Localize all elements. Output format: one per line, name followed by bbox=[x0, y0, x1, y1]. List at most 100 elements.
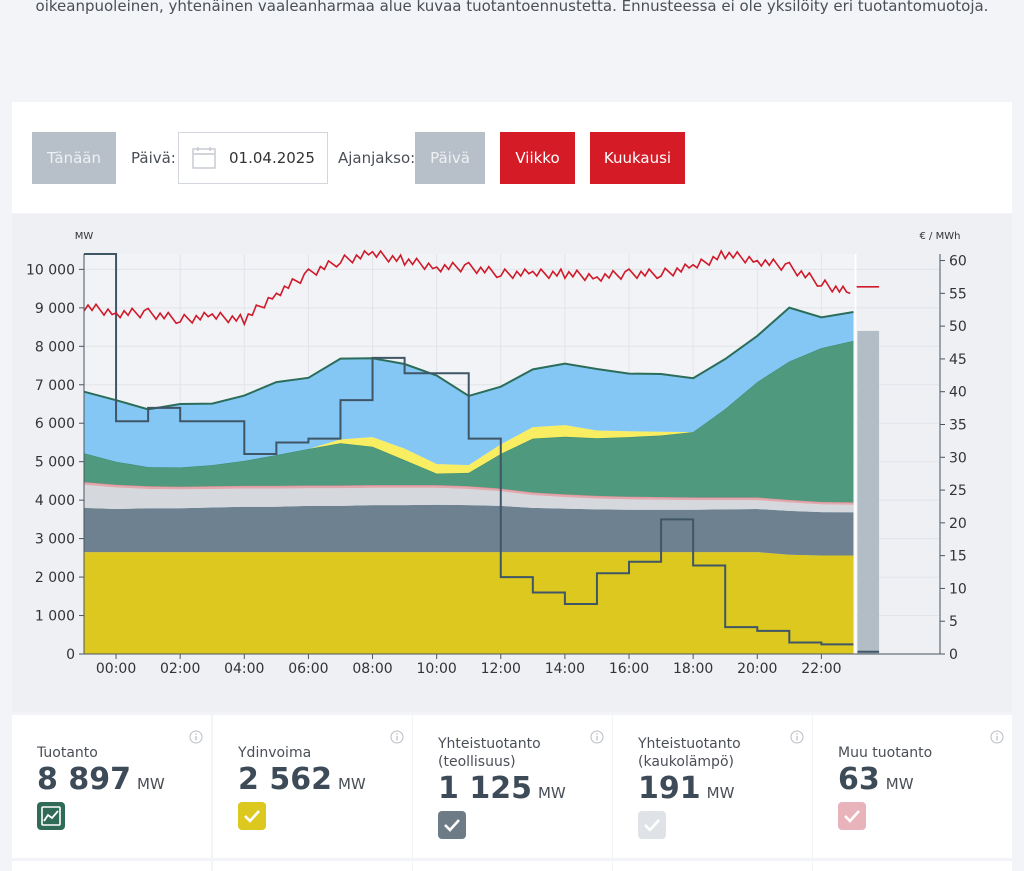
date-picker[interactable] bbox=[178, 132, 328, 184]
info-icon[interactable] bbox=[390, 730, 404, 744]
chart-areas bbox=[83, 306, 854, 654]
card-value: 63 MW bbox=[838, 762, 914, 797]
info-icon[interactable] bbox=[590, 730, 604, 744]
series-toggle-other[interactable] bbox=[838, 802, 866, 830]
forecast-divider bbox=[854, 254, 857, 654]
area-other bbox=[84, 482, 854, 505]
check-icon bbox=[244, 810, 260, 823]
x-tick-label: 10:00 bbox=[416, 661, 456, 677]
info-icon[interactable] bbox=[790, 730, 804, 744]
right-axis-unit: € / MWh bbox=[920, 231, 961, 242]
today-button[interactable]: Tänään bbox=[32, 132, 116, 184]
y-tick-label-right: 60 bbox=[949, 254, 967, 270]
y-tick-label-right: 40 bbox=[949, 385, 967, 401]
card-row-next bbox=[413, 861, 612, 871]
card-unit: MW bbox=[706, 784, 735, 802]
x-tick-label: 06:00 bbox=[288, 661, 328, 677]
production-chart-panel: 0 1 000 2 000 3 000 4 000 5 000 6 000 7 000 8 00… bbox=[12, 214, 1012, 712]
y-tick-label-right: 20 bbox=[949, 516, 967, 532]
y-tick-label-right: 15 bbox=[949, 549, 967, 565]
area-hydro bbox=[84, 307, 854, 468]
card-value: 191 MW bbox=[638, 771, 734, 806]
card-label: Tuotanto bbox=[37, 745, 98, 761]
area-wind bbox=[84, 340, 854, 503]
card-value-number: 63 bbox=[838, 762, 880, 797]
y-tick-label-right: 50 bbox=[949, 319, 967, 335]
card-unit: MW bbox=[537, 784, 566, 802]
area-chp_district bbox=[84, 484, 854, 513]
line-step-series bbox=[84, 253, 854, 646]
y-tick-label-right: 0 bbox=[949, 647, 958, 663]
line-price bbox=[83, 249, 851, 327]
card-row-next bbox=[813, 861, 1012, 871]
y-tick-label-right: 5 bbox=[949, 614, 958, 630]
info-icon[interactable] bbox=[990, 730, 1004, 744]
chart-toggle[interactable] bbox=[37, 802, 65, 830]
card-value-number: 191 bbox=[638, 771, 701, 806]
y-tick-label-right: 55 bbox=[949, 286, 967, 302]
x-tick-label: 08:00 bbox=[352, 661, 392, 677]
calendar-icon[interactable] bbox=[192, 146, 216, 170]
card-row-next bbox=[613, 861, 812, 871]
card-value-number: 1 125 bbox=[438, 771, 532, 806]
x-tick-label: 02:00 bbox=[160, 661, 200, 677]
y-tick-label-left: 10 000 bbox=[26, 262, 75, 278]
chart-icon bbox=[41, 806, 61, 826]
y-tick-label-left: 3 000 bbox=[35, 532, 75, 548]
card-chp-district: Yhteistuotanto (kaukolämpö) 191 MW bbox=[613, 715, 812, 858]
series-toggle-chp-district[interactable] bbox=[638, 811, 666, 839]
card-label: Yhteistuotanto (teollisuus) bbox=[438, 736, 541, 770]
x-tick-label: 14:00 bbox=[545, 661, 585, 677]
x-tick-label: 16:00 bbox=[609, 661, 649, 677]
card-value: 2 562 MW bbox=[238, 762, 366, 797]
y-tick-label-right: 35 bbox=[949, 417, 967, 433]
y-tick-label-left: 0 bbox=[66, 647, 75, 663]
y-tick-label-left: 6 000 bbox=[35, 416, 75, 432]
x-tick-label: 18:00 bbox=[673, 661, 713, 677]
intro-text: oikeanpuoleinen, yhtenäinen vaaleanharma… bbox=[35, 0, 989, 15]
period-label: Ajanjakso: bbox=[338, 149, 416, 167]
card-value-number: 8 897 bbox=[37, 762, 131, 797]
card-chp-industry: Yhteistuotanto (teollisuus) 1 125 MW bbox=[413, 715, 612, 858]
x-tick-label: 00:00 bbox=[96, 661, 136, 677]
y-tick-label-right: 30 bbox=[949, 450, 967, 466]
series-toggle-chp-industry[interactable] bbox=[438, 811, 466, 839]
y-tick-label-left: 5 000 bbox=[35, 455, 75, 471]
card-row-next bbox=[213, 861, 412, 871]
card-unit: MW bbox=[136, 775, 165, 793]
card-value: 8 897 MW bbox=[37, 762, 165, 797]
y-tick-label-left: 4 000 bbox=[35, 493, 75, 509]
period-day-button[interactable]: Päivä bbox=[415, 132, 485, 184]
chart-forecast bbox=[854, 254, 880, 654]
check-icon bbox=[844, 810, 860, 823]
x-tick-label: 12:00 bbox=[481, 661, 521, 677]
card-unit: MW bbox=[337, 775, 366, 793]
card-row-next bbox=[12, 861, 211, 871]
card-value-number: 2 562 bbox=[238, 762, 332, 797]
info-icon[interactable] bbox=[189, 730, 203, 744]
x-tick-label: 04:00 bbox=[224, 661, 264, 677]
period-week-button[interactable]: Viikko bbox=[500, 132, 575, 184]
date-label: Päivä: bbox=[131, 149, 176, 167]
date-input[interactable] bbox=[227, 148, 321, 168]
y-tick-label-right: 25 bbox=[949, 483, 967, 499]
y-tick-label-left: 7 000 bbox=[35, 378, 75, 394]
area-chp_industry bbox=[84, 504, 854, 556]
card-nuclear: Ydinvoima 2 562 MW bbox=[213, 715, 412, 858]
area-nuclear bbox=[84, 552, 854, 654]
area-outline-other bbox=[83, 481, 854, 504]
summary-cards: Tuotanto 8 897 MW Ydinvoima 2 562 MW Yhtei… bbox=[12, 715, 1012, 871]
card-label: Muu tuotanto bbox=[838, 745, 933, 761]
card-production: Tuotanto 8 897 MW bbox=[12, 715, 211, 858]
check-icon bbox=[644, 819, 660, 832]
series-toggle-nuclear[interactable] bbox=[238, 802, 266, 830]
x-tick-label: 22:00 bbox=[801, 661, 841, 677]
period-month-button[interactable]: Kuukausi bbox=[590, 132, 685, 184]
left-axis-unit: MW bbox=[75, 231, 94, 242]
y-tick-label-left: 2 000 bbox=[35, 570, 75, 586]
card-label: Yhteistuotanto (kaukolämpö) bbox=[638, 736, 741, 770]
y-tick-label-right: 45 bbox=[949, 352, 967, 368]
y-tick-label-left: 1 000 bbox=[35, 609, 75, 625]
chart-labels: 0 1 000 2 000 3 000 4 000 5 000 6 000 7 000 8 00… bbox=[26, 231, 967, 677]
